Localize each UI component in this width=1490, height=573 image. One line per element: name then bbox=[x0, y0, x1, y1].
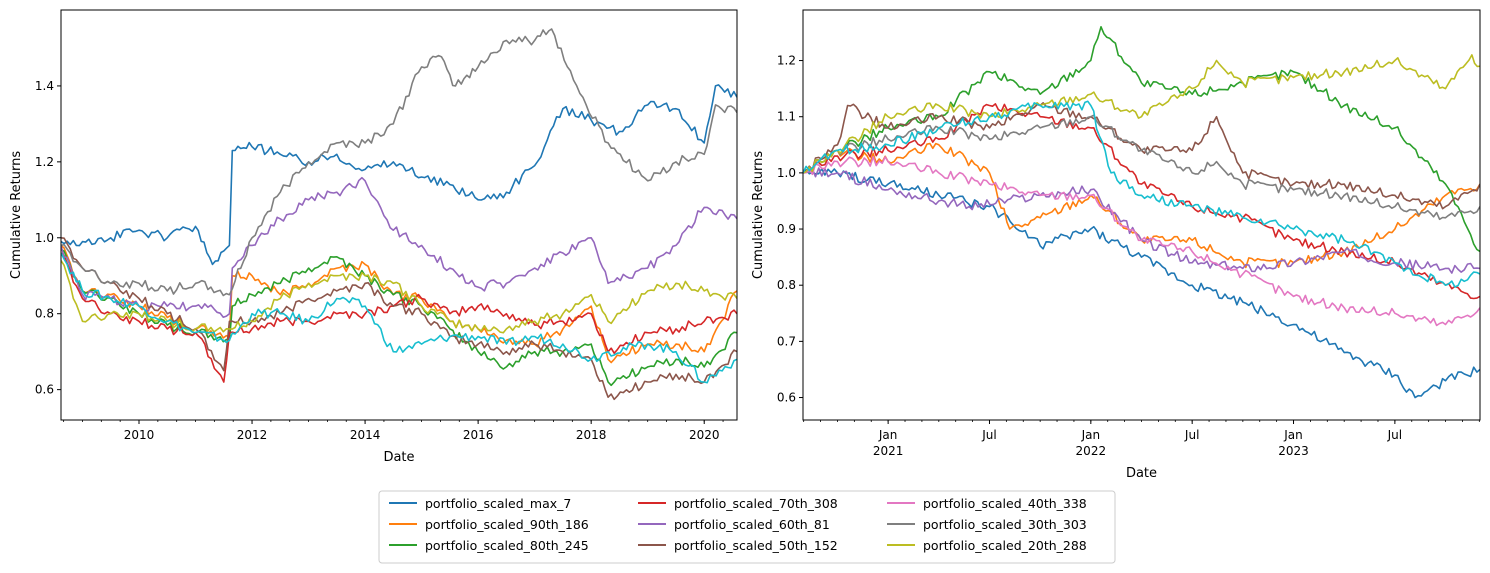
x-tick-label: Jan bbox=[1283, 428, 1303, 442]
legend-label: portfolio_scaled_40th_338 bbox=[923, 496, 1087, 511]
series-line bbox=[61, 244, 737, 364]
series-line bbox=[803, 156, 1480, 327]
y-tick-label: 1.0 bbox=[35, 231, 54, 245]
plot-frame bbox=[60, 9, 738, 421]
series-line bbox=[803, 54, 1480, 174]
y-axis-label: Cumulative Returns bbox=[9, 151, 24, 279]
x-axis-label: Date bbox=[1126, 466, 1157, 481]
legend-label: portfolio_scaled_30th_303 bbox=[923, 517, 1087, 532]
x-axis-label: Date bbox=[383, 450, 414, 465]
plot-frame bbox=[802, 9, 1481, 421]
legend-frame bbox=[378, 490, 1116, 564]
y-tick-label: 1.2 bbox=[777, 54, 796, 68]
y-tick-label: 1.1 bbox=[777, 110, 796, 124]
series-line bbox=[803, 114, 1480, 221]
series-line bbox=[61, 252, 737, 383]
plot-area bbox=[61, 28, 737, 401]
y-tick-label: 0.8 bbox=[777, 278, 796, 292]
x-tick-label: 2016 bbox=[463, 428, 494, 442]
legend-label: portfolio_scaled_80th_245 bbox=[425, 538, 589, 553]
x-tick-label: Jul bbox=[981, 428, 996, 442]
y-tick-label: 0.7 bbox=[777, 334, 796, 348]
legend-label: portfolio_scaled_20th_288 bbox=[923, 538, 1087, 553]
legend: portfolio_scaled_max_7 portfolio_scaled_9… bbox=[378, 490, 1116, 564]
x-tick-label: 2018 bbox=[576, 428, 607, 442]
x-tick-label: Jul bbox=[1184, 428, 1199, 442]
legend-label: portfolio_scaled_max_7 bbox=[425, 496, 571, 511]
series-line bbox=[61, 84, 737, 266]
y-axis-label: Cumulative Returns bbox=[751, 151, 766, 279]
x-tick-label: Jan bbox=[1081, 428, 1101, 442]
y-tick-label: 1.0 bbox=[777, 166, 796, 180]
x-tick-label: Jan bbox=[878, 428, 898, 442]
chart-right: 0.6 0.7 0.8 0.9 1.0 1.1 1.2 Jan 2021 Jul Jan 2022 Ju… bbox=[751, 9, 1481, 481]
legend-label: portfolio_scaled_50th_152 bbox=[674, 538, 838, 553]
legend-label: portfolio_scaled_60th_81 bbox=[674, 517, 830, 532]
series-line bbox=[803, 168, 1480, 399]
series-line bbox=[803, 142, 1480, 269]
series-line bbox=[803, 25, 1480, 253]
series-line bbox=[61, 252, 737, 384]
series-line bbox=[61, 176, 737, 319]
series-line bbox=[61, 248, 737, 387]
series-line bbox=[803, 103, 1480, 300]
y-tick-label: 1.4 bbox=[35, 79, 54, 93]
x-tick-sublabel: 2022 bbox=[1076, 444, 1107, 458]
chart-left: 0.6 0.8 1.0 1.2 1.4 2010 2012 2014 2016 2018 2020 D… bbox=[9, 9, 738, 465]
y-tick-label: 0.6 bbox=[35, 383, 54, 397]
series-line bbox=[803, 100, 1480, 288]
series-line bbox=[61, 237, 737, 401]
y-tick-label: 1.2 bbox=[35, 155, 54, 169]
y-tick-label: 0.6 bbox=[777, 391, 796, 405]
legend-label: portfolio_scaled_90th_186 bbox=[425, 517, 589, 532]
x-tick-sublabel: 2023 bbox=[1278, 444, 1309, 458]
series-line bbox=[61, 28, 737, 297]
x-tick-label: 2010 bbox=[124, 428, 155, 442]
x-tick-label: 2014 bbox=[350, 428, 381, 442]
x-tick-label: 2020 bbox=[689, 428, 720, 442]
legend-label: portfolio_scaled_70th_308 bbox=[674, 496, 838, 511]
x-tick-label: Jul bbox=[1387, 428, 1402, 442]
x-tick-sublabel: 2021 bbox=[873, 444, 904, 458]
y-tick-label: 0.9 bbox=[777, 222, 796, 236]
x-tick-label: 2012 bbox=[237, 428, 268, 442]
plot-area bbox=[803, 25, 1480, 399]
y-tick-label: 0.8 bbox=[35, 307, 54, 321]
series-line bbox=[61, 260, 737, 334]
